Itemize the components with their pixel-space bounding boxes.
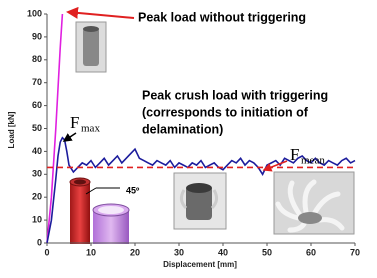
y-tick-label: 20 [32, 192, 42, 202]
photo-intact-tube [76, 22, 106, 72]
y-tick-label: 70 [32, 77, 42, 87]
fmean-subscript: mean [301, 155, 325, 167]
y-tick-label: 80 [32, 54, 42, 64]
y-tick-label: 40 [32, 146, 42, 156]
x-tick-label: 0 [44, 247, 49, 257]
page: {"chart_data": {"type": "line", "x_label… [0, 0, 377, 273]
arrow [64, 133, 76, 141]
fmax-symbol: F [70, 113, 79, 132]
photo-crushed-tube [174, 173, 226, 229]
annotation: Peak load without triggering [138, 10, 306, 24]
x-tick-label: 60 [306, 247, 316, 257]
y-tick-label: 0 [37, 237, 42, 247]
annotation: delamination) [142, 122, 223, 136]
annotation: Peak crush load with triggering [142, 88, 328, 102]
x-tick-label: 10 [86, 247, 96, 257]
x-tick-label: 70 [350, 247, 360, 257]
fmax-subscript: max [81, 123, 100, 135]
specimen-icons [70, 178, 129, 244]
x-tick-label: 20 [130, 247, 140, 257]
y-tick-label: 60 [32, 100, 42, 110]
x-axis-label: Displacement [mm] [163, 260, 237, 269]
y-tick-label: 90 [32, 31, 42, 41]
photo-delaminated-tube [274, 172, 354, 234]
angle-label: 45º [126, 185, 140, 195]
y-axis-label: Load [kN] [7, 111, 16, 148]
y-tick-label: 30 [32, 169, 42, 179]
x-tick-label: 30 [174, 247, 184, 257]
x-tick-label: 40 [218, 247, 228, 257]
fmean-symbol: F [290, 145, 299, 164]
chart: Displacement [mm] Load [kN] Peak load wi… [0, 0, 377, 273]
y-tick-label: 50 [32, 123, 42, 133]
annotation: (corresponds to initiation of [142, 105, 309, 119]
arrow [68, 12, 134, 18]
y-tick-label: 100 [27, 8, 42, 18]
data-line [47, 14, 62, 243]
y-tick-label: 10 [32, 214, 42, 224]
x-tick-label: 50 [262, 247, 272, 257]
